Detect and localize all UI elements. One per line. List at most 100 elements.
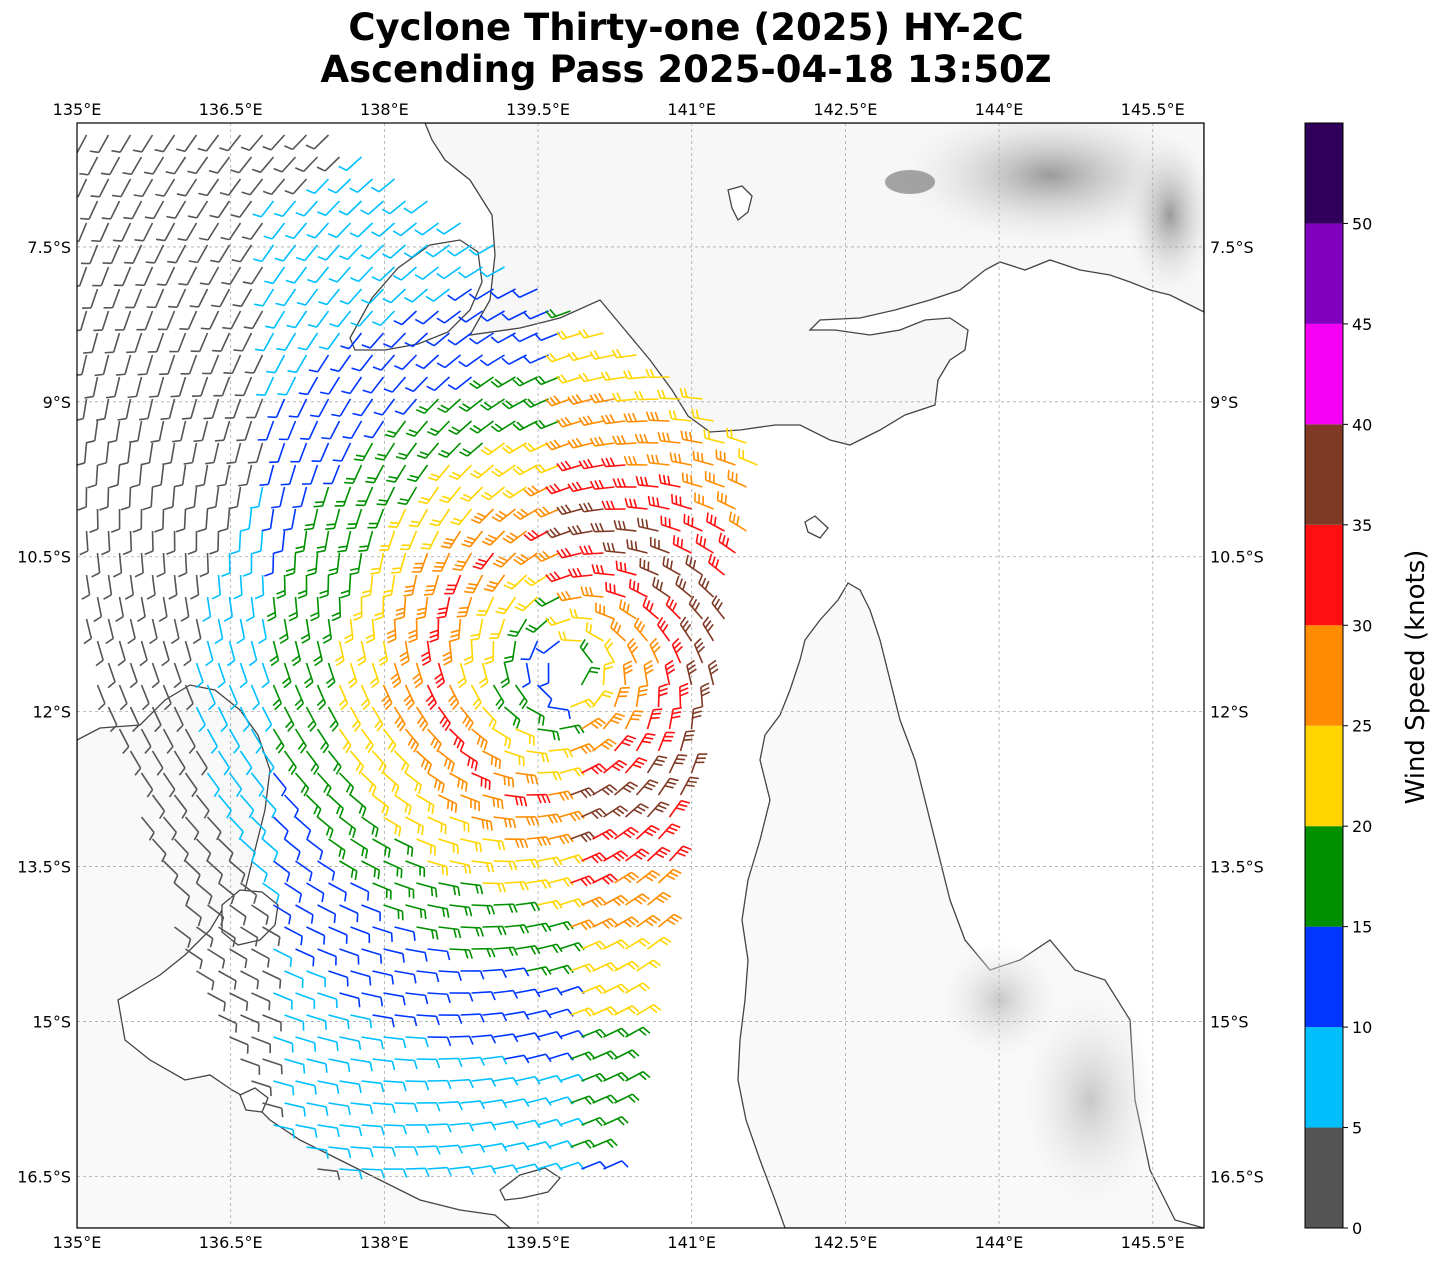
wind-barb-flag xyxy=(527,577,536,584)
wind-barb-staff xyxy=(271,222,286,240)
wind-barb-flag xyxy=(286,872,291,882)
wind-barb-flag xyxy=(242,281,252,285)
wind-barb-staff xyxy=(339,948,359,957)
wind-barb-staff xyxy=(230,310,242,330)
wind-barb-flag xyxy=(254,937,259,947)
wind-barb-flag xyxy=(101,550,110,556)
wind-barb-flag xyxy=(439,498,449,504)
wind-barb-flag xyxy=(490,1165,497,1175)
wind-barb-flag xyxy=(613,716,623,721)
wind-barb-flag xyxy=(556,506,563,515)
wind-barb-flag xyxy=(505,489,514,497)
wind-barb-flag xyxy=(221,959,226,969)
wind-barb-flag xyxy=(425,694,433,703)
wind-barb-flag xyxy=(678,754,688,757)
wind-barb-staff xyxy=(657,868,674,884)
wind-barb-staff xyxy=(140,596,146,617)
wind-barb-staff xyxy=(394,1058,415,1062)
colorbar-tick-label: 10 xyxy=(1352,1018,1372,1037)
wind-barb-flag xyxy=(442,655,452,662)
wind-barb-staff xyxy=(207,992,226,1004)
wind-barb-flag xyxy=(378,655,387,662)
wind-barb-flag xyxy=(649,368,655,378)
wind-barb-flag xyxy=(683,738,693,742)
wind-barb-flag xyxy=(628,578,632,589)
wind-barb-flag xyxy=(270,659,279,667)
wind-barb-staff xyxy=(460,926,481,929)
wind-barb-staff xyxy=(616,442,637,446)
wind-barb-flag xyxy=(724,495,728,505)
wind-barb-staff xyxy=(195,882,213,897)
wind-barb-flag xyxy=(609,828,618,837)
wind-barb-flag xyxy=(420,547,430,550)
wind-barb-flag xyxy=(286,324,296,329)
wind-barb-flag xyxy=(627,1051,636,1059)
wind-barb-staff xyxy=(460,1143,481,1148)
wind-barb-staff xyxy=(694,500,714,510)
wind-barb-flag xyxy=(176,193,186,197)
wind-barb-staff xyxy=(426,728,442,745)
wind-barb-staff xyxy=(411,244,428,259)
wind-barb-flag xyxy=(601,743,610,750)
wind-barb-flag xyxy=(429,702,437,711)
wind-barb-flag xyxy=(617,1073,625,1082)
wind-barb-staff xyxy=(293,552,297,574)
wind-barb-staff xyxy=(393,662,402,683)
wind-barb-flag xyxy=(392,567,402,570)
wind-barb-flag xyxy=(501,883,507,893)
wind-barb-flag xyxy=(149,395,159,398)
wind-barb-flag xyxy=(437,407,446,414)
wind-barb-staff xyxy=(294,684,305,704)
wind-barb-flag xyxy=(486,905,491,915)
wind-barb-flag xyxy=(631,1049,640,1057)
wind-barb-flag xyxy=(421,655,431,662)
wind-barb-staff xyxy=(92,376,99,397)
wind-barb-flag xyxy=(601,500,607,510)
wind-barb-flag xyxy=(269,655,278,662)
wind-barb-staff xyxy=(393,750,410,766)
wind-barb-staff xyxy=(378,178,396,193)
wind-barb-flag xyxy=(506,581,516,587)
wind-barb-flag xyxy=(245,767,253,776)
wind-barb-flag xyxy=(263,235,273,240)
wind-barb-flag xyxy=(353,458,363,462)
wind-barb-staff xyxy=(162,552,166,574)
wind-barb-staff xyxy=(371,618,376,639)
wind-barb-flag xyxy=(349,187,358,194)
wind-barb-staff xyxy=(361,1080,382,1085)
wind-barb-flag xyxy=(228,505,238,510)
wind-barb-staff xyxy=(434,420,451,436)
wind-barb-staff xyxy=(580,667,592,686)
wind-barb-staff xyxy=(284,882,302,895)
wind-barb-flag xyxy=(558,792,565,801)
wind-barb-flag xyxy=(398,452,408,457)
wind-barb-staff xyxy=(679,623,693,642)
wind-barb-flag xyxy=(303,1107,306,1117)
wind-barb-flag xyxy=(350,322,360,327)
wind-barb-flag xyxy=(275,741,283,750)
wind-barb-staff xyxy=(362,442,374,461)
wind-barb-flag xyxy=(672,711,682,715)
wind-barb-flag xyxy=(658,849,668,856)
wind-barb-flag xyxy=(666,432,671,443)
wind-barb-flag xyxy=(634,710,644,713)
wind-barb-flag xyxy=(686,659,695,667)
wind-barb-staff xyxy=(284,1014,304,1023)
wind-barb-staff xyxy=(570,963,590,972)
wind-barb-staff xyxy=(361,1124,382,1128)
wind-barb-flag xyxy=(530,902,536,912)
wind-barb-flag xyxy=(567,748,574,758)
wind-barb-flag xyxy=(453,885,457,896)
wind-barb-flag xyxy=(676,851,686,857)
wind-barb-flag xyxy=(656,616,664,626)
wind-barb-flag xyxy=(240,873,246,883)
wind-barb-flag xyxy=(594,720,603,727)
wind-barb-staff xyxy=(562,376,582,384)
wind-barb-flag xyxy=(85,440,95,444)
wind-barb-flag xyxy=(441,449,450,455)
wind-barb-staff xyxy=(466,398,483,412)
wind-barb-staff xyxy=(614,1005,633,1016)
wind-barb-flag xyxy=(454,564,464,568)
wind-barb-flag xyxy=(390,932,393,942)
wind-barb-flag xyxy=(144,171,154,175)
